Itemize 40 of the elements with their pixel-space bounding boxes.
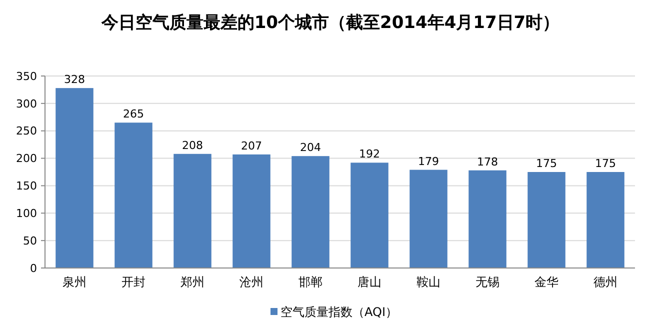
bar <box>114 122 152 268</box>
bar <box>528 172 566 268</box>
x-tick-label: 泉州 <box>62 275 86 289</box>
y-tick-label: 150 <box>16 180 37 193</box>
data-label: 207 <box>241 139 262 152</box>
y-tick-label: 100 <box>16 206 37 220</box>
y-tick-label: 350 <box>16 70 37 83</box>
data-label: 192 <box>359 148 380 161</box>
bar <box>174 154 212 268</box>
chart-title: 今日空气质量最差的10个城市（截至2014年4月17日7时） <box>100 13 560 33</box>
x-tick-label: 无锡 <box>476 275 500 289</box>
data-label: 179 <box>418 154 439 168</box>
y-tick-label: 0 <box>30 262 37 275</box>
y-tick-label: 300 <box>16 97 37 110</box>
x-tick-label: 邯郸 <box>298 275 322 289</box>
data-label: 204 <box>300 141 321 154</box>
bar <box>468 170 506 268</box>
x-tick-label: 郑州 <box>180 275 204 289</box>
x-tick-label: 鞍山 <box>416 275 440 289</box>
bar <box>56 88 94 268</box>
x-tick-label: 开封 <box>122 275 146 289</box>
x-tick-label: 德州 <box>594 275 618 289</box>
x-tick-label: 金华 <box>534 275 558 289</box>
data-label: 175 <box>595 157 616 170</box>
data-label: 178 <box>477 155 498 168</box>
y-tick-label: 200 <box>16 152 37 166</box>
x-tick-label: 沧州 <box>240 275 264 289</box>
legend-label: 空气质量指数（AQI） <box>280 305 398 319</box>
bar <box>350 162 388 268</box>
bar <box>232 154 270 268</box>
data-label: 208 <box>182 138 203 152</box>
bar <box>410 170 448 268</box>
data-label: 328 <box>64 73 85 86</box>
bar <box>586 172 624 268</box>
x-tick-label: 唐山 <box>358 275 382 289</box>
bar <box>292 156 330 268</box>
data-label: 265 <box>123 108 144 121</box>
y-tick-label: 50 <box>23 234 37 248</box>
data-label: 175 <box>536 157 557 170</box>
y-tick-label: 250 <box>16 124 37 138</box>
